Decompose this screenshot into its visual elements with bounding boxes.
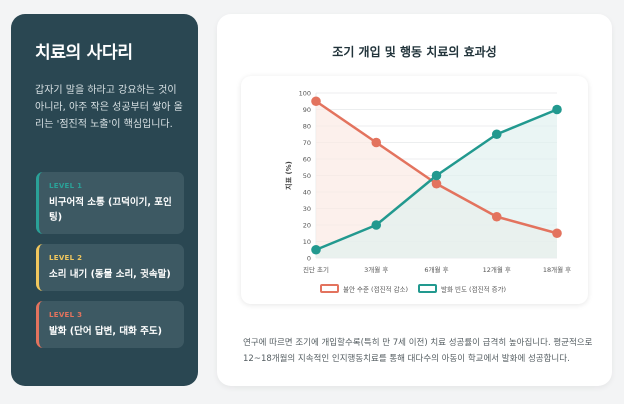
legend-swatch [418,284,437,293]
step-level: LEVEL 3 [49,311,83,319]
y-tick-label: 20 [303,222,311,230]
legend-label: 발화 빈도 (점진적 증가) [441,285,506,294]
sidebar-description: 갑자기 말을 하라고 강요하는 것이 아니라, 아주 작은 성공부터 쌓아 올리… [35,85,183,130]
x-tick-label: 진단 초기 [303,265,329,274]
legend-label: 불안 수준 (점진적 감소) [343,285,408,294]
y-tick-label: 100 [299,90,311,98]
data-point [491,129,502,140]
x-tick-label: 3개월 후 [364,265,388,274]
y-tick-label: 80 [303,123,311,131]
y-tick-label: 30 [303,205,311,213]
x-tick-label: 12개월 후 [483,265,511,274]
sidebar-title: 치료의 사다리 [35,43,133,63]
y-tick-label: 10 [303,238,311,246]
footnote: 연구에 따르면 조기에 개입할수록(특히 만 7세 이전) 치료 성공률이 급격… [243,338,593,364]
chart-title: 조기 개입 및 행동 치료의 효과성 [332,45,497,59]
y-tick-label: 60 [303,156,311,164]
data-point [552,228,562,239]
data-point [311,96,321,107]
x-tick-label: 6개월 후 [424,265,448,274]
step-level: LEVEL 2 [49,254,83,262]
data-point [552,104,562,115]
step-name: 소리 내기 (동물 소리, 귓속말) [49,269,171,280]
data-point [371,220,382,230]
data-point [371,137,382,148]
step-card-3: LEVEL 3 발화 (단어 답변, 대화 주도) [36,301,184,348]
data-point [491,211,502,222]
legend-swatch [320,284,339,293]
step-level: LEVEL 1 [49,182,83,190]
chart-card: 0 10 20 30 40 50 60 70 80 90 100 지표 (%) 진단 초기 3개월 후 6개… [241,76,588,304]
y-tick-label: 50 [303,172,311,180]
line-chart: 0 10 20 30 40 50 60 70 80 90 100 지표 (%) 진단 초기 3개월 후 6개… [284,90,571,294]
step-card-1: LEVEL 1 비구어적 소통 (끄덕이기, 포인팅) [36,172,184,234]
step-list: LEVEL 1 비구어적 소통 (끄덕이기, 포인팅) LEVEL 2 소리 내… [36,172,184,358]
y-tick-label: 70 [303,139,311,147]
data-point [431,178,442,189]
step-name: 비구어적 소통 (끄덕이기, 포인팅) [49,197,172,223]
data-point [311,244,321,255]
step-card-2: LEVEL 2 소리 내기 (동물 소리, 귓속말) [36,244,184,291]
y-axis-label: 지표 (%) [284,161,293,190]
x-tick-label: 18개월 후 [543,265,571,274]
y-tick-label: 0 [307,255,311,263]
sidebar-panel: 치료의 사다리 갑자기 말을 하라고 강요하는 것이 아니라, 아주 작은 성공… [11,14,198,386]
y-tick-label: 40 [303,189,311,197]
main-panel: 조기 개입 및 행동 치료의 효과성 0 10 20 30 40 50 60 70 80 90 10… [217,14,612,386]
data-point [431,170,442,181]
step-name: 발화 (단어 답변, 대화 주도) [49,326,162,337]
y-tick-label: 90 [303,106,311,114]
